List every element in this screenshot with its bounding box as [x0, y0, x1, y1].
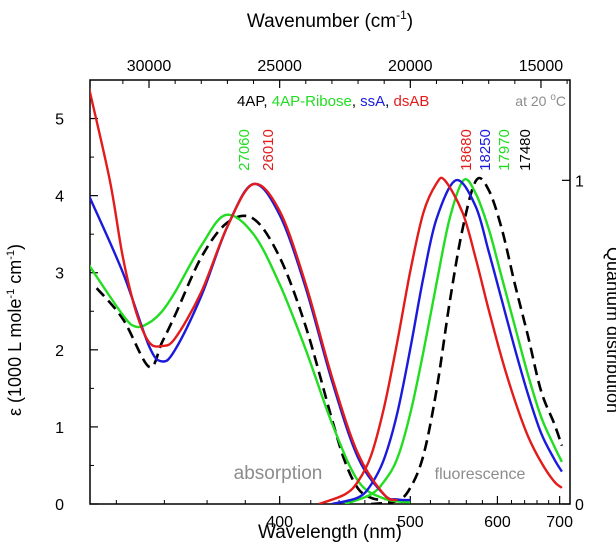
legend-entry: ssA	[360, 93, 385, 110]
peak-label-26010: 26010	[260, 129, 277, 171]
peak-label-18680: 18680	[458, 129, 475, 171]
left-tick-label: 1	[55, 420, 64, 437]
plot-border	[89, 79, 571, 505]
bottom-tick-label: 700	[546, 514, 573, 531]
legend-entry: ,	[352, 93, 360, 110]
absorption-line-dsab	[90, 87, 398, 502]
peak-label-27060: 27060	[236, 129, 253, 171]
left-tick-label: 3	[55, 266, 64, 283]
bottom-axis-title: Wavelength (nm)	[258, 522, 402, 543]
legend: 4AP, 4AP-Ribose, ssA, dsAB	[237, 93, 429, 110]
bottom-tick-label: 600	[484, 514, 511, 531]
left-tick-label: 5	[55, 112, 64, 129]
right-axis-title: Quantum distribution	[603, 247, 616, 413]
left-tick-label: 2	[55, 343, 64, 360]
peak-label-17970: 17970	[496, 129, 513, 171]
left-tick-label: 4	[55, 189, 64, 206]
legend-entry: 4AP-Ribose	[272, 93, 352, 110]
right-tick-label: 0	[575, 497, 584, 514]
top-tick-label: 20000	[388, 58, 433, 75]
fluorescence-line-dsab	[318, 176, 563, 504]
right-tick-label: 1	[575, 173, 584, 190]
peak-label-17480: 17480	[517, 129, 534, 171]
peak-labels: 27060 26010 18680 18250 17970 17480	[236, 129, 534, 171]
legend-entry: 4AP	[237, 93, 265, 110]
legend-entry: ,	[263, 93, 271, 110]
absorption-line-ssa	[90, 182, 411, 502]
labels-layer: Wavenumber (cm-1) Wavelength (nm) ε (100…	[5, 8, 616, 543]
absorption-line-4ap	[95, 214, 385, 502]
fluorescence-line-ssa	[331, 179, 563, 504]
fluorescence-label: fluorescence	[435, 466, 526, 483]
left-axis-title: ε (1000 L mole-1 cm-1)	[5, 244, 25, 416]
bottom-tick-label: 500	[397, 514, 424, 531]
condition-label: at 20 oC	[515, 92, 566, 109]
bottom-tick-label: 400	[266, 514, 293, 531]
absorption-line-4ap-ribose	[90, 213, 411, 504]
absorption-label: absorption	[234, 463, 323, 484]
series-layer	[90, 87, 564, 504]
fluorescence-line-4ap-ribose	[344, 178, 563, 504]
top-tick-label: 15000	[519, 58, 564, 75]
left-tick-label: 0	[55, 497, 64, 514]
fluorescence-line-4ap	[370, 176, 564, 504]
top-tick-label: 30000	[127, 58, 172, 75]
legend-entry: ,	[385, 93, 393, 110]
legend-entry: dsAB	[394, 93, 430, 110]
top-tick-label: 25000	[257, 58, 302, 75]
plot-frame	[89, 79, 571, 505]
top-axis-title: Wavenumber (cm-1)	[247, 8, 413, 32]
peak-label-18250: 18250	[477, 129, 494, 171]
